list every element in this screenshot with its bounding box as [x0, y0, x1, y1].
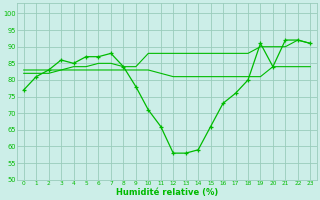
- X-axis label: Humidité relative (%): Humidité relative (%): [116, 188, 218, 197]
